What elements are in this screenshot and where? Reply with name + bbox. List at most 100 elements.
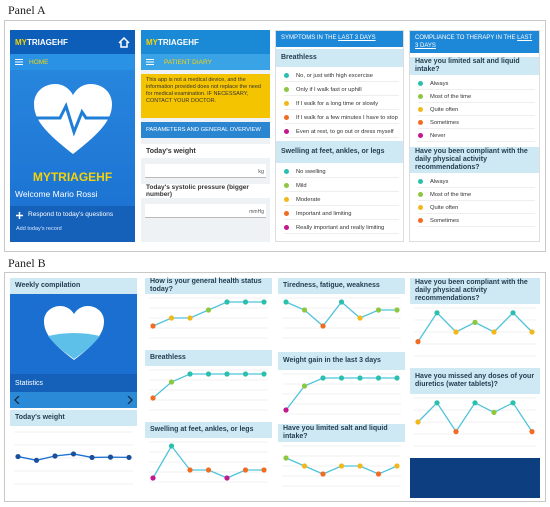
menu-bar[interactable]: PATIENT DIARY — [141, 54, 270, 70]
heart-panel — [10, 294, 137, 374]
menu-title: PATIENT DIARY — [164, 58, 212, 66]
section-title: PARAMETERS AND GENERAL OVERVIEW — [146, 127, 261, 133]
mini-chart — [149, 297, 268, 339]
answer-option[interactable]: Only if I walk fast or uphill — [284, 84, 399, 96]
option-text: Never — [430, 132, 446, 139]
option-text: If I walk for a long time or slowly — [296, 100, 379, 107]
brand: MYTRIAGEHF — [10, 170, 135, 184]
option-text: Sometimes — [430, 217, 459, 224]
data-point — [491, 329, 497, 335]
menu-bar[interactable]: HOME — [10, 54, 135, 70]
data-point — [168, 315, 175, 321]
answer-option[interactable]: Important and limiting — [284, 208, 399, 220]
option-dot — [418, 218, 423, 223]
action-subtext: Add today's record — [16, 226, 62, 232]
chart-title-text: Have you missed any doses of your diuret… — [415, 373, 535, 388]
chart-title-text: Have you limited salt and liquid intake? — [283, 425, 388, 440]
answer-option[interactable]: No swelling — [284, 166, 399, 178]
answer-option[interactable]: Mild — [284, 180, 399, 192]
option-text: Quite often — [430, 106, 459, 113]
menu-title: HOME — [29, 58, 49, 66]
option-text: Most of the time — [430, 191, 472, 198]
menu-icon[interactable] — [15, 59, 23, 65]
next-arrow[interactable] — [127, 396, 133, 404]
data-point — [472, 400, 478, 406]
answer-option[interactable]: Quite often — [418, 202, 535, 214]
chart-title: Tiredness, fatigue, weakness — [278, 278, 405, 294]
chart-card: Tiredness, fatigue, weakness — [278, 278, 405, 348]
panel-label: Panel A — [8, 3, 46, 17]
option-text: Mild — [296, 182, 307, 189]
weight-input[interactable]: kg — [145, 164, 266, 178]
data-point — [52, 453, 58, 459]
answer-option[interactable]: Never — [418, 130, 535, 142]
answer-option[interactable]: If I walk for a few minutes I have to st… — [284, 112, 399, 124]
data-point — [126, 454, 132, 461]
answer-option[interactable]: Most of the time — [418, 189, 535, 201]
data-point — [510, 400, 516, 406]
panel-label: Panel B — [8, 256, 46, 270]
data-point — [242, 299, 249, 305]
data-point — [357, 375, 363, 381]
field-label: Today's systolic pressure (bigger number… — [141, 184, 270, 198]
data-point — [89, 454, 95, 461]
pressure-input[interactable]: mmHg — [145, 204, 266, 218]
nav-bar — [10, 392, 137, 408]
option-dot — [418, 107, 423, 112]
answer-option[interactable]: Sometimes — [418, 117, 535, 129]
answer-option[interactable]: Really important and really limiting — [284, 222, 399, 234]
home-icon[interactable] — [118, 36, 130, 48]
app-name: TRIAGEHF — [158, 37, 199, 47]
chart-card: Have you missed any doses of your diuret… — [410, 368, 540, 456]
symptoms-screen: SYMPTOMS IN THE LAST 3 DAYS Breathless No,… — [275, 30, 404, 242]
statistics-screen: Weekly compilation Statistics Today's we… — [10, 278, 137, 498]
action-text[interactable]: Respond to today's questions — [28, 211, 114, 218]
data-point — [453, 429, 459, 435]
chart-title: Swelling at feet, ankles, or legs — [145, 422, 272, 438]
answer-option[interactable]: Even at rest, to go out or dress myself — [284, 126, 399, 138]
chart-card: Breathless — [145, 350, 272, 420]
option-text: Always — [430, 80, 449, 87]
data-point — [375, 307, 382, 313]
data-point — [283, 407, 289, 413]
action-panel[interactable]: Respond to today's questions Add today's… — [10, 206, 135, 242]
answer-option[interactable]: Always — [418, 176, 535, 188]
app-name: MY — [146, 37, 158, 47]
answer-option[interactable]: No, or just with high excercise — [284, 70, 399, 82]
header-text: COMPLIANCE TO THERAPY IN THE — [415, 35, 518, 41]
option-dot — [284, 197, 289, 202]
answer-option[interactable]: Most of the time — [418, 91, 535, 103]
answer-option[interactable]: If I walk for a long time or slowly — [284, 98, 399, 110]
section-title: Today's weight — [10, 410, 137, 426]
data-point — [338, 299, 345, 305]
welcome-text: Welcome Mario Rossi — [15, 189, 98, 199]
compliance-screen: COMPLIANCE TO THERAPY IN THE LAST 3 DAYS… — [409, 30, 540, 242]
menu-icon[interactable] — [146, 59, 154, 65]
data-point — [375, 471, 382, 477]
data-point — [205, 371, 212, 377]
answer-option[interactable]: Quite often — [418, 104, 535, 116]
top-bar: MY TRIAGEHF — [141, 30, 270, 54]
data-point — [261, 467, 267, 473]
field-label-text: Today's systolic pressure (bigger number… — [146, 184, 249, 198]
chart-title: Have you been compliant with the daily p… — [410, 278, 540, 304]
field-label: Today's weight — [141, 144, 270, 158]
answer-option[interactable]: Moderate — [284, 194, 399, 206]
option-text: Only if I walk fast or uphill — [296, 86, 362, 93]
chart-title-text: Weight gain in the last 3 days — [283, 357, 381, 364]
data-point — [434, 310, 440, 316]
data-point — [529, 429, 535, 435]
diary-screen: MY TRIAGEHF PATIENT DIARY This app is not… — [141, 30, 270, 242]
unit: mmHg — [249, 209, 264, 215]
data-point — [338, 375, 345, 381]
app-name: TRIAGEHF — [27, 37, 68, 47]
option-dot — [284, 87, 289, 92]
mini-chart — [282, 445, 401, 487]
data-line — [152, 301, 264, 327]
option-text: Always — [430, 178, 449, 185]
prev-arrow[interactable] — [14, 396, 20, 404]
answer-option[interactable]: Always — [418, 78, 535, 90]
option-text: Moderate — [296, 196, 321, 203]
answer-option[interactable]: Sometimes — [418, 215, 535, 227]
data-point — [320, 471, 326, 477]
